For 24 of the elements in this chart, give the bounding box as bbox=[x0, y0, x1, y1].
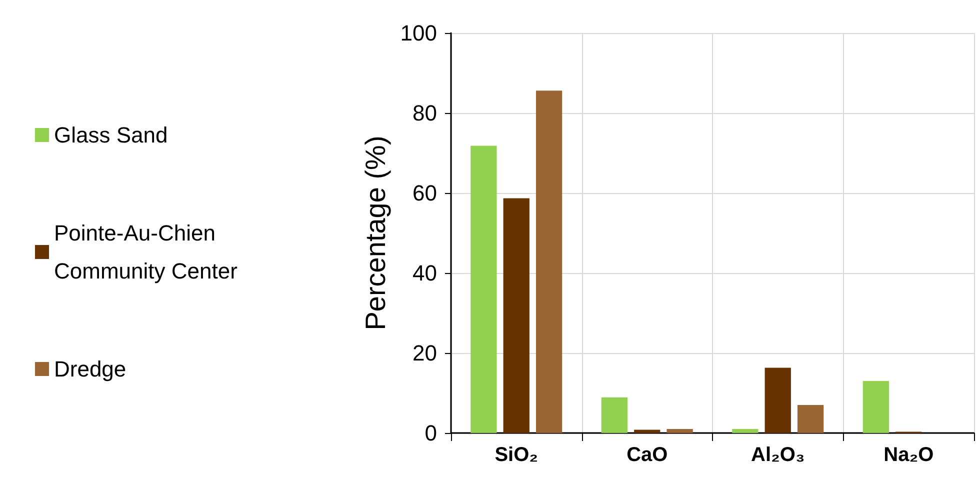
y-tick-label: 20 bbox=[412, 340, 437, 366]
y-tick-label: 100 bbox=[400, 20, 437, 46]
y-axis-title: Percentage (%) bbox=[360, 136, 391, 330]
bar bbox=[797, 405, 824, 433]
bar bbox=[862, 381, 890, 433]
x-tick-label: CaO bbox=[626, 444, 668, 466]
bar bbox=[732, 429, 758, 433]
legend-label: Pointe-Au-Chien Community Center bbox=[54, 220, 238, 284]
bar bbox=[666, 429, 693, 433]
bar bbox=[601, 397, 628, 433]
legend-label: Dredge bbox=[54, 356, 126, 382]
bar bbox=[470, 146, 497, 433]
y-tick-label: 60 bbox=[412, 180, 437, 206]
x-tick-label: Al₂O₃ bbox=[751, 444, 805, 466]
bar bbox=[634, 430, 660, 433]
legend-label: Glass Sand bbox=[54, 122, 168, 148]
bar bbox=[764, 368, 791, 433]
y-tick-label: 40 bbox=[412, 260, 437, 286]
x-tick-label: SiO₂ bbox=[494, 444, 538, 466]
bar bbox=[536, 90, 562, 433]
y-tick-label: 80 bbox=[412, 100, 437, 126]
bar bbox=[503, 198, 530, 433]
y-tick-label: 0 bbox=[424, 420, 437, 446]
x-tick-label: Na₂O bbox=[884, 444, 934, 466]
